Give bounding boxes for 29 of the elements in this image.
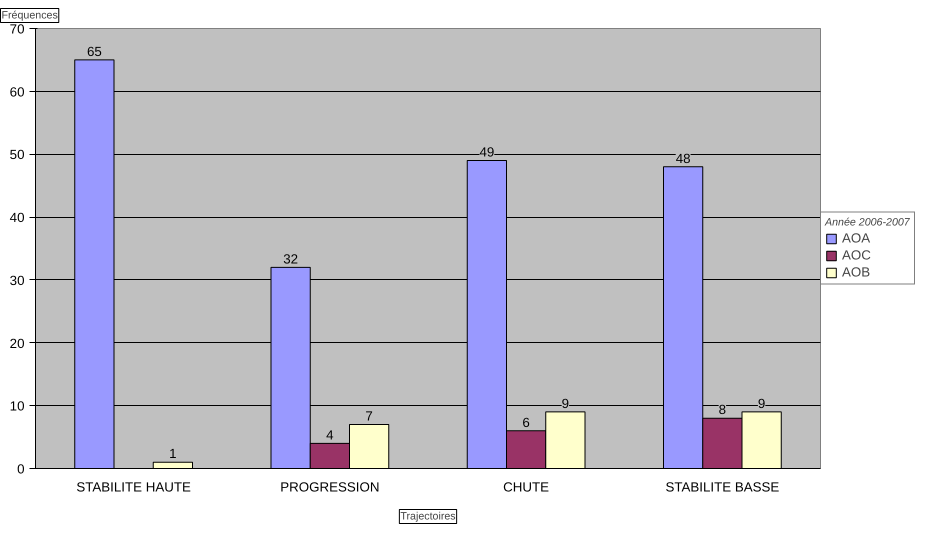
data-label: 7 bbox=[365, 408, 373, 424]
data-label: 48 bbox=[676, 150, 691, 166]
y-tick-label: 70 bbox=[10, 22, 25, 36]
data-label: 9 bbox=[562, 396, 570, 411]
x-tick-label: STABILITE BASSE bbox=[665, 480, 780, 494]
x-tick-label: PROGRESSION bbox=[280, 480, 380, 494]
y-tick-label: 20 bbox=[10, 336, 25, 351]
data-label: 9 bbox=[758, 396, 766, 411]
legend-label: AOB bbox=[842, 264, 870, 280]
legend-label: AOC bbox=[842, 248, 871, 262]
y-tick-label: 40 bbox=[10, 210, 25, 226]
data-label: 4 bbox=[326, 427, 334, 442]
data-label: 49 bbox=[479, 144, 494, 160]
legend-title: Année 2006-2007 bbox=[825, 216, 910, 228]
data-label: 8 bbox=[718, 402, 726, 418]
y-tick-label: 30 bbox=[10, 272, 25, 288]
x-tick-label: STABILITE HAUTE bbox=[76, 480, 192, 494]
x-axis-title: Trajectoires bbox=[400, 510, 456, 522]
y-tick-label: 50 bbox=[10, 147, 25, 162]
y-axis-title: Fréquences bbox=[2, 10, 58, 22]
data-label: 65 bbox=[86, 44, 102, 59]
data-label: 1 bbox=[169, 446, 177, 462]
legend-label: AOA bbox=[842, 230, 870, 246]
y-tick-label: 0 bbox=[17, 462, 25, 476]
data-label: 32 bbox=[283, 251, 298, 266]
data-label: 6 bbox=[522, 414, 530, 430]
x-tick-label: CHUTE bbox=[503, 480, 550, 494]
y-tick-label: 10 bbox=[10, 398, 25, 414]
y-tick-label: 60 bbox=[10, 84, 25, 100]
